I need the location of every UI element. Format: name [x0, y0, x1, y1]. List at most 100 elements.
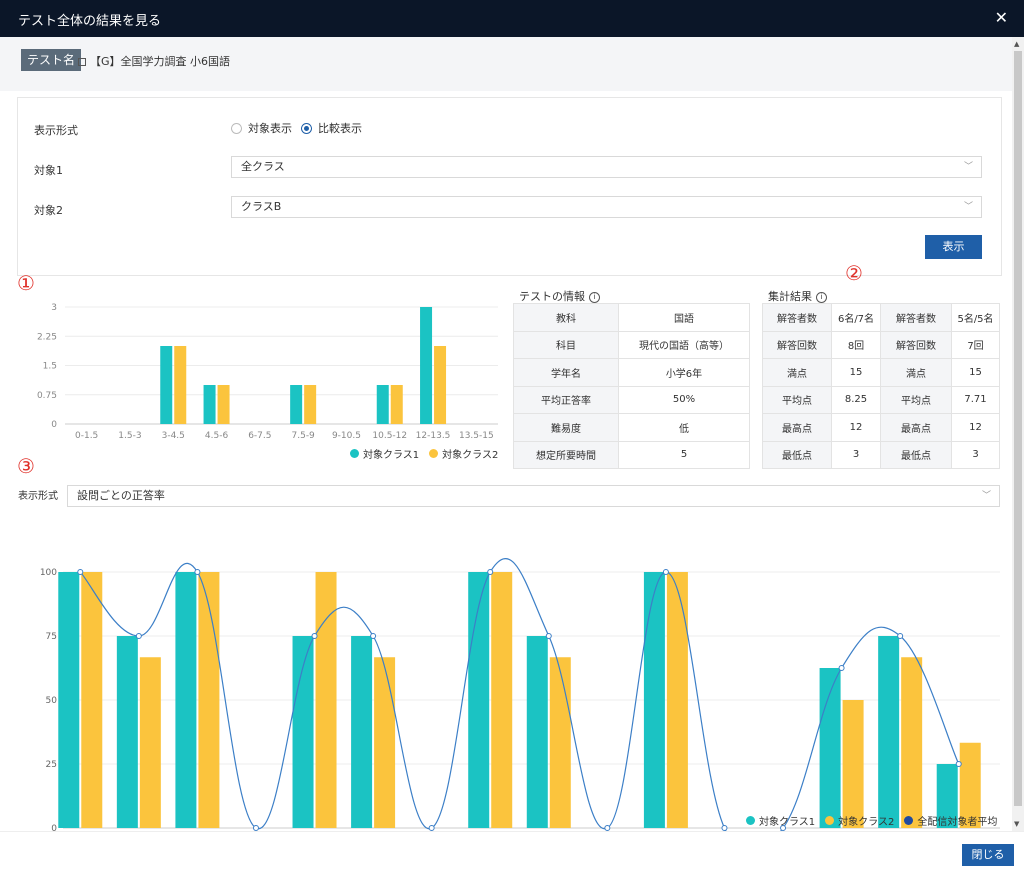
- question-accuracy-chart: 025507510012345678910111213141516: [40, 558, 1000, 831]
- chevron-down-icon: ﹀: [963, 202, 973, 212]
- average-point: [428, 825, 435, 831]
- target2-label: 対象2: [34, 204, 63, 217]
- y-tick-label: 0: [51, 420, 57, 430]
- summary-label-2: 満点: [880, 358, 952, 387]
- summary-value-2: 15: [951, 358, 1000, 387]
- average-point: [721, 825, 728, 831]
- histogram-bar: [390, 385, 403, 424]
- vertical-scrollbar[interactable]: ▲ ▼: [1012, 37, 1024, 831]
- summary-label-1: 最高点: [762, 413, 832, 442]
- average-point: [897, 633, 904, 639]
- average-point: [135, 633, 142, 639]
- scroll-down-icon[interactable]: ▼: [1014, 820, 1020, 828]
- radio-off-icon: [231, 122, 242, 134]
- summary-row: 満点 15 満点 15: [762, 358, 1000, 387]
- chevron-down-icon: ﹀: [963, 162, 973, 172]
- summary-value-2: 3: [951, 440, 1000, 469]
- x-tick-label: 6-7.5: [248, 431, 271, 441]
- average-point: [77, 569, 84, 575]
- summary-row: 平均点 8.25 平均点 7.71: [762, 385, 1000, 414]
- question-bar: [491, 572, 513, 828]
- test-info-value: 国語: [618, 303, 750, 332]
- test-info-label: 平均正答率: [513, 385, 619, 414]
- y-tick-label: 75: [46, 632, 57, 642]
- average-point: [487, 569, 494, 575]
- question-bar: [315, 572, 337, 828]
- question-bar: [526, 636, 548, 828]
- average-point: [311, 633, 318, 639]
- histogram-bar: [203, 385, 216, 424]
- summary-label-1: 最低点: [762, 440, 832, 469]
- question-bar: [139, 657, 161, 828]
- summary-table: 解答者数 6名/7名 解答者数 5名/5名 解答回数 8回 解答回数 7回 満点 15 満点 15 平均…: [762, 303, 1000, 469]
- show-button[interactable]: 表示: [925, 235, 982, 259]
- question-bar: [58, 572, 80, 828]
- question-chart-legend: 対象クラス1 対象クラス2 全配信対象者平均: [736, 813, 997, 828]
- question-bar: [959, 742, 981, 828]
- x-tick-label: 1.5-3: [118, 431, 141, 441]
- scroll-up-icon[interactable]: ▲: [1014, 40, 1020, 48]
- dialog-titlebar: テスト全体の結果を見る ✕: [0, 0, 1024, 37]
- y-tick-label: 1.5: [43, 362, 57, 372]
- test-name-tag: テスト名: [21, 49, 82, 71]
- question-bar: [549, 657, 571, 828]
- target1-select[interactable]: 全クラス ﹀: [231, 156, 982, 178]
- summary-label-1: 解答者数: [762, 303, 832, 332]
- summary-value-1: 3: [831, 440, 881, 469]
- legend-item-class1[interactable]: 対象クラス1: [746, 813, 815, 828]
- test-name-bar: テスト名 【G】全国学力調査 小6国語: [0, 37, 1012, 91]
- histogram-bar: [304, 385, 317, 424]
- dialog-title: テスト全体の結果を見る: [18, 14, 162, 29]
- test-info-label: 想定所要時間: [513, 440, 619, 469]
- histogram-bar: [434, 346, 447, 424]
- test-info-value: 低: [618, 413, 750, 442]
- histogram-legend: 対象クラス1 対象クラス2: [340, 446, 498, 461]
- close-button[interactable]: 閉じる: [962, 844, 1014, 866]
- target2-select[interactable]: クラスB ﹀: [231, 196, 982, 218]
- legend-item-class2[interactable]: 対象クラス2: [825, 813, 894, 828]
- test-info-label: 教科: [513, 303, 619, 332]
- chart-mode-label: 表示形式: [18, 491, 58, 502]
- scrollbar-thumb[interactable]: [1014, 51, 1022, 806]
- question-bar: [198, 572, 220, 828]
- question-bar: [842, 700, 864, 828]
- radio-compare-display[interactable]: 比較表示: [301, 120, 362, 136]
- summary-value-1: 12: [831, 413, 881, 442]
- summary-label-1: 解答回数: [762, 330, 832, 359]
- x-tick-label: 3-4.5: [162, 431, 185, 441]
- summary-value-2: 12: [951, 413, 1000, 442]
- histogram-bar: [420, 307, 433, 424]
- legend-item-average[interactable]: 全配信対象者平均: [904, 813, 997, 828]
- summary-row: 解答回数 8回 解答回数 7回: [762, 330, 1000, 359]
- x-tick-label: 0-1.5: [75, 431, 98, 441]
- y-tick-label: 25: [46, 760, 57, 770]
- marker-1: ①: [17, 271, 35, 295]
- average-point: [780, 825, 787, 831]
- test-info-row: 学年名 小学6年: [513, 358, 750, 387]
- radio-target-display[interactable]: 対象表示: [231, 120, 292, 136]
- test-info-row: 科目 現代の国語（高等）: [513, 330, 750, 359]
- question-bar: [116, 636, 138, 828]
- y-tick-label: 100: [40, 568, 57, 578]
- close-icon[interactable]: ✕: [994, 8, 1008, 27]
- legend-item-class1[interactable]: 対象クラス1: [350, 446, 419, 461]
- summary-value-2: 5名/5名: [951, 303, 1000, 332]
- test-info-label: 科目: [513, 330, 619, 359]
- test-info-value: 現代の国語（高等）: [618, 330, 750, 359]
- question-bar: [936, 764, 958, 828]
- test-info-label: 難易度: [513, 413, 619, 442]
- chart-mode-select[interactable]: 設問ごとの正答率 ﹀: [67, 485, 1000, 507]
- question-bar: [666, 572, 688, 828]
- summary-row: 最低点 3 最低点 3: [762, 440, 1000, 469]
- question-bar: [878, 636, 900, 828]
- dialog-content: テスト名 【G】全国学力調査 小6国語 表示形式 対象表示 比較表示 対象1 全…: [0, 37, 1012, 831]
- summary-label-2: 解答回数: [880, 330, 952, 359]
- info-icon[interactable]: i: [816, 291, 827, 303]
- question-bar: [374, 657, 396, 828]
- summary-row: 解答者数 6名/7名 解答者数 5名/5名: [762, 303, 1000, 332]
- legend-item-class2[interactable]: 対象クラス2: [429, 446, 498, 461]
- histogram-bar: [174, 346, 187, 424]
- info-icon[interactable]: i: [589, 291, 600, 303]
- x-tick-label: 10.5-12: [372, 431, 407, 441]
- average-line: [79, 558, 960, 831]
